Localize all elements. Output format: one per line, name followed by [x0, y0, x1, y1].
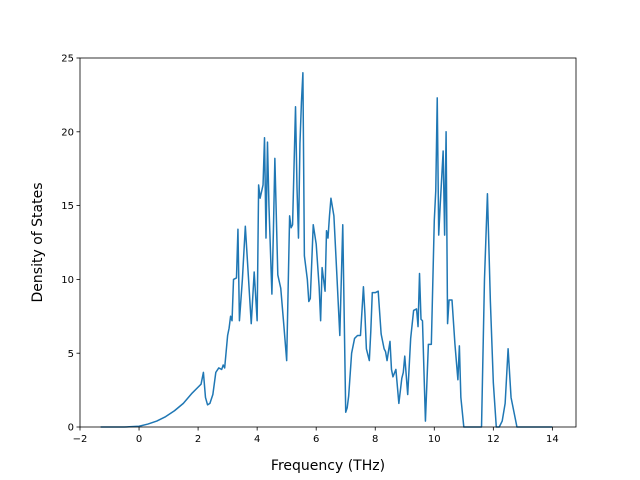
x-tick-label: 6 — [313, 434, 319, 445]
y-tick-label: 20 — [61, 127, 74, 138]
x-tick-label: 8 — [372, 434, 378, 445]
plot-area — [80, 58, 576, 427]
x-tick-label: 10 — [428, 434, 441, 445]
y-axis-ticks: 0 5 10 15 20 25 — [61, 54, 80, 434]
y-tick-label: 25 — [61, 54, 74, 65]
y-axis-label: Density of States — [30, 183, 46, 303]
y-tick-label: 10 — [61, 275, 74, 286]
x-tick-label: 4 — [254, 434, 260, 445]
x-tick-label: 0 — [136, 434, 142, 445]
x-tick-label: 2 — [195, 434, 201, 445]
y-tick-label: 0 — [68, 423, 74, 434]
x-axis-ticks: −2 0 2 4 6 8 10 12 14 — [73, 427, 559, 445]
x-tick-label: 14 — [546, 434, 559, 445]
y-tick-label: 15 — [61, 201, 74, 212]
x-axis-label: Frequency (THz) — [271, 458, 385, 474]
y-tick-label: 5 — [68, 349, 74, 360]
series-layer — [100, 72, 553, 428]
x-tick-label: 12 — [487, 434, 500, 445]
plot-frame — [79, 57, 577, 428]
x-tick-label: −2 — [73, 434, 88, 445]
series-line-0 — [100, 72, 553, 428]
